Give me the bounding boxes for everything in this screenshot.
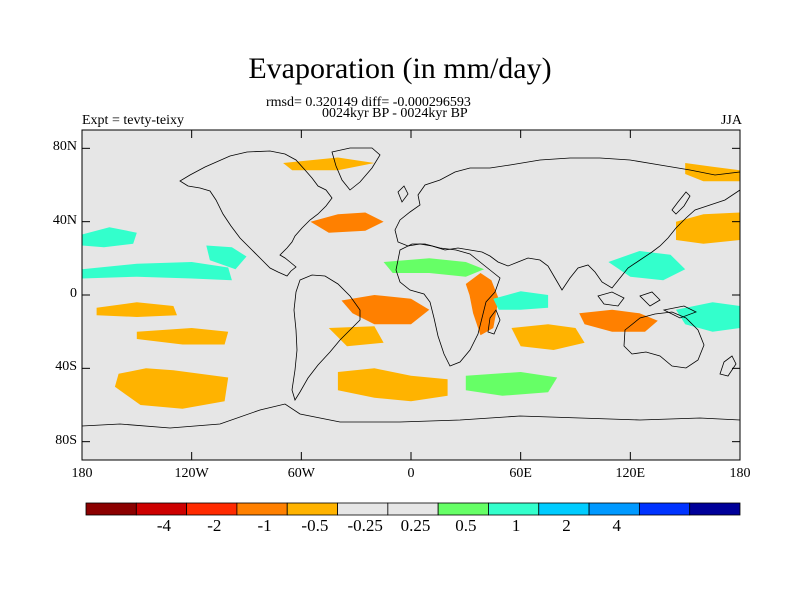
anomaly-region xyxy=(579,309,658,332)
anomaly-region xyxy=(82,262,232,281)
anomaly-region xyxy=(206,245,247,270)
colorbar-box xyxy=(186,502,238,516)
anomaly-region xyxy=(676,212,740,244)
lon-tick-label: 60W xyxy=(287,466,315,481)
lon-tick-label: 60E xyxy=(509,466,532,481)
anomaly-region xyxy=(310,212,384,233)
colorbar-box xyxy=(588,502,640,516)
lon-tick-label: 180 xyxy=(71,466,93,481)
lat-tick-label: 40N xyxy=(52,212,77,228)
colorbar-box xyxy=(638,502,691,516)
colorbar-label: -4 xyxy=(156,516,172,535)
anomaly-region xyxy=(136,328,229,345)
colorbar-label: 0.5 xyxy=(455,516,477,535)
coastline-north-america xyxy=(179,150,333,277)
colorbar xyxy=(85,502,741,516)
lat-tick-label: 80S xyxy=(55,432,77,448)
anomaly-region xyxy=(96,302,177,317)
anomaly-region xyxy=(328,326,384,347)
anomaly-region xyxy=(337,368,448,402)
colorbar-label: 4 xyxy=(612,516,621,535)
lat-tick-label: 40S xyxy=(55,359,77,375)
anomaly-region xyxy=(465,372,558,396)
subtitle-period: 0024kyr BP - 0024kyr BP xyxy=(322,106,468,121)
coastline-greenland xyxy=(331,147,381,191)
season-label: JJA xyxy=(720,113,742,128)
colorbar-label: -1 xyxy=(257,516,272,535)
colorbar-label: 2 xyxy=(562,516,571,535)
plot-title: Evaporation (in mm/day) xyxy=(248,52,552,85)
colorbar-label: 0.25 xyxy=(400,516,431,535)
coastline-indonesia xyxy=(597,291,697,319)
anomaly-region xyxy=(685,163,740,182)
lat-tick-label: 0 xyxy=(70,286,77,301)
coastline-south-america xyxy=(291,274,361,401)
lat-tick-label: 80N xyxy=(52,139,77,155)
colorbar-label: -2 xyxy=(207,516,222,535)
colorbar-label: -0.25 xyxy=(347,516,383,535)
anomaly-region xyxy=(114,368,229,409)
lon-tick-label: 120W xyxy=(174,466,209,481)
colorbar-box xyxy=(236,502,288,516)
colorbar-label: 1 xyxy=(511,516,521,535)
anomaly-region xyxy=(82,227,137,248)
coastline-japan xyxy=(671,191,691,215)
coastline-antarctica xyxy=(81,403,741,429)
colorbar-box xyxy=(337,502,389,516)
lon-tick-label: 180 xyxy=(729,466,751,481)
anomaly-regions xyxy=(82,157,740,409)
colorbar-box xyxy=(85,502,137,516)
anomaly-region xyxy=(608,251,686,281)
subtitle-stats: rmsd= 0.320149 diff= -0.000296593 xyxy=(266,95,471,110)
coastline-australia xyxy=(623,311,705,369)
coastline-new-zealand xyxy=(719,355,737,377)
colorbar-box xyxy=(286,502,338,516)
colorbar-box xyxy=(538,502,590,516)
coastline-eurasia xyxy=(394,157,741,291)
colorbar-box xyxy=(437,502,489,516)
map-background xyxy=(82,130,740,460)
colorbar-label: -0.5 xyxy=(301,516,329,535)
lon-tick-label: 120E xyxy=(615,466,646,481)
colorbar-box xyxy=(488,502,540,516)
anomaly-region xyxy=(511,324,585,350)
coastline-africa xyxy=(395,243,501,367)
coastline-uk xyxy=(397,185,409,203)
colorbar-box xyxy=(135,502,188,516)
colorbar-box xyxy=(387,502,439,516)
coastlines xyxy=(81,147,741,429)
axis-ticks xyxy=(81,130,741,460)
anomaly-region xyxy=(341,295,430,325)
experiment-label: Expt = tevty-teixy xyxy=(82,113,184,128)
lon-tick-label: 0 xyxy=(407,466,415,481)
colorbar-box xyxy=(689,502,741,516)
anomaly-region xyxy=(283,157,375,171)
anomaly-region xyxy=(383,258,485,277)
anomaly-region xyxy=(465,273,499,336)
coastline-madagascar xyxy=(487,309,501,335)
anomaly-region xyxy=(493,291,549,310)
